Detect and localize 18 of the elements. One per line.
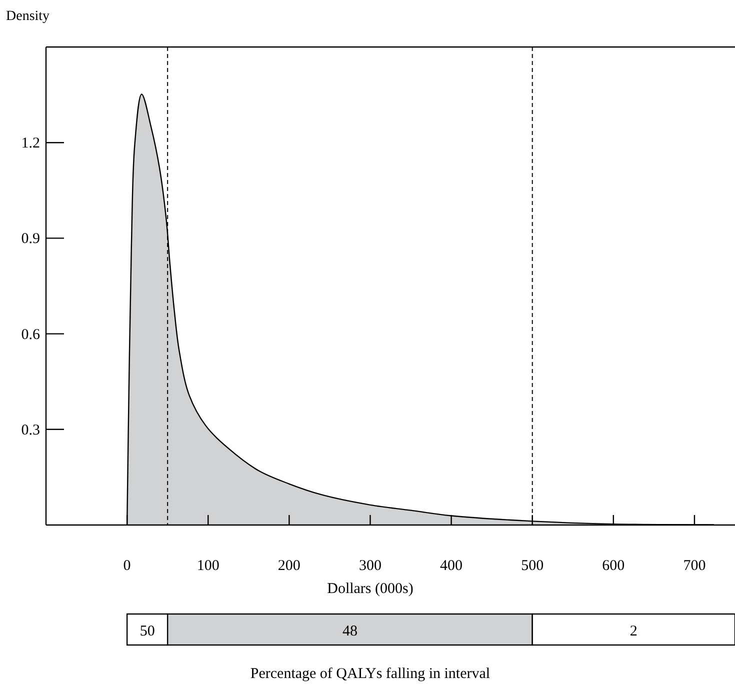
x-tick-label: 500 bbox=[521, 558, 544, 574]
x-tick-label: 200 bbox=[278, 558, 300, 574]
y-axis-title: Density bbox=[6, 9, 50, 24]
x-tick-label: 400 bbox=[440, 558, 463, 574]
y-tick-label: 0.6 bbox=[21, 326, 40, 343]
x-tick-label: 100 bbox=[196, 558, 220, 574]
x-tick-label: 600 bbox=[602, 558, 625, 574]
text: Percentage of QALYs falling in interval bbox=[250, 666, 490, 682]
y-tick-label: 0.9 bbox=[21, 231, 40, 248]
x-tick-label: 700 bbox=[683, 558, 706, 574]
y-tick-label: 1.2 bbox=[21, 136, 40, 152]
text: 48 bbox=[342, 624, 358, 640]
text: 2 bbox=[630, 624, 638, 640]
y-tick-label: 0.3 bbox=[21, 422, 40, 438]
x-tick-label: 300 bbox=[358, 558, 382, 574]
x-axis-title: Dollars (000s) bbox=[327, 581, 414, 597]
text: 50 bbox=[140, 624, 155, 640]
x-tick-label: 0 bbox=[123, 558, 131, 574]
